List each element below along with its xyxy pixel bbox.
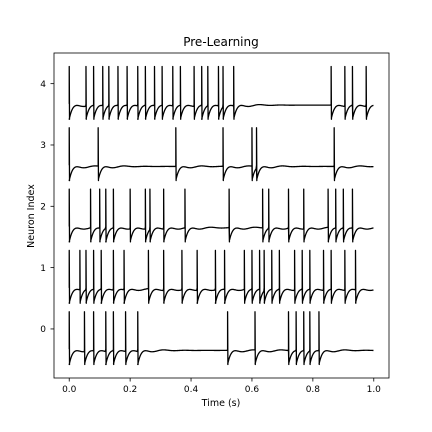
trace-neuron-1 bbox=[68, 249, 374, 304]
x-tick-label: 0.8 bbox=[306, 385, 321, 395]
y-tick-label: 2 bbox=[40, 203, 46, 213]
x-tick-label: 0.6 bbox=[245, 385, 260, 395]
trace-neuron-2 bbox=[68, 188, 374, 243]
trace-neuron-4 bbox=[68, 65, 374, 120]
x-tick-label: 0.4 bbox=[184, 385, 199, 395]
y-tick-label: 3 bbox=[40, 141, 46, 151]
trace-neuron-0 bbox=[68, 311, 374, 366]
x-tick-label: 0.0 bbox=[62, 385, 77, 395]
y-axis-label: Neuron Index bbox=[26, 184, 37, 248]
y-axis-ticks: 0 1 2 3 4 bbox=[40, 80, 54, 335]
x-axis-ticks: 0.0 0.2 0.4 0.6 0.8 1.0 bbox=[62, 378, 381, 395]
y-tick-label: 1 bbox=[40, 264, 46, 274]
y-tick-label: 0 bbox=[40, 325, 46, 335]
voltage-traces bbox=[68, 65, 374, 366]
x-tick-label: 0.2 bbox=[123, 385, 137, 395]
x-tick-label: 1.0 bbox=[367, 385, 382, 395]
plot-area-frame bbox=[53, 52, 390, 379]
x-axis-label: Time (s) bbox=[201, 398, 241, 409]
chart-title: Pre-Learning bbox=[183, 35, 259, 49]
y-tick-label: 4 bbox=[40, 80, 46, 90]
trace-neuron-3 bbox=[68, 127, 374, 182]
